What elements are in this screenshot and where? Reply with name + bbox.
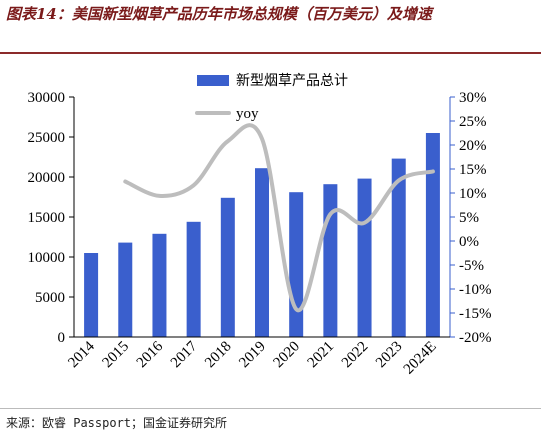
right-tick-label: -20%	[459, 330, 492, 346]
x-tick-label: 2024E	[401, 339, 440, 378]
right-tick-label: -15%	[459, 306, 492, 322]
title-divider	[0, 52, 541, 54]
right-tick-label: 5%	[459, 210, 479, 226]
left-tick-label: 0	[58, 330, 66, 346]
x-tick-label: 2021	[305, 339, 338, 372]
bar	[357, 178, 372, 337]
x-tick-label: 2020	[270, 339, 303, 372]
legend-swatch-bar	[197, 75, 229, 86]
x-tick-label: 2017	[168, 338, 201, 371]
figure-title: 图表14：美国新型烟草产品历年市场总规模（百万美元）及增速	[6, 5, 432, 23]
left-tick-label: 5000	[35, 290, 65, 306]
yoy-line-series	[123, 123, 435, 313]
left-tick-label: 20000	[28, 170, 66, 186]
right-tick-label: 25%	[459, 114, 487, 130]
legend: 新型烟草产品总计 yoy	[195, 73, 348, 122]
x-tick-label: 2022	[339, 339, 372, 372]
bar	[425, 133, 440, 337]
left-y-axis: 0 5000 10000 15000 20000 25000 30000	[28, 90, 75, 346]
bar	[152, 233, 167, 337]
right-y-axis: -20% -15% -10% -5% 0% 5% 10% 15% 20% 25% 30%	[449, 90, 492, 346]
right-tick-label: -10%	[459, 282, 492, 298]
right-tick-label: 30%	[459, 90, 487, 106]
bar	[289, 192, 304, 337]
bar	[118, 242, 133, 337]
legend-label-line: yoy	[236, 106, 259, 122]
x-tick-label: 2018	[202, 339, 235, 372]
source-divider	[0, 408, 541, 409]
left-tick-label: 10000	[28, 250, 66, 266]
right-tick-label: 0%	[459, 234, 479, 250]
x-tick-label: 2014	[65, 338, 98, 371]
bar	[255, 168, 269, 337]
source-note: 来源：欧睿 Passport；国金证券研究所	[6, 416, 228, 430]
yoy-line	[123, 123, 435, 313]
x-tick-label: 2015	[100, 339, 133, 372]
bar	[323, 184, 338, 337]
right-tick-label: 10%	[459, 186, 487, 202]
left-tick-label: 25000	[28, 130, 66, 146]
x-tick-label: 2019	[236, 339, 269, 372]
bar	[84, 253, 99, 337]
bar	[186, 221, 201, 337]
legend-label-bar: 新型烟草产品总计	[236, 73, 348, 89]
left-tick-label: 30000	[28, 90, 66, 106]
bar	[391, 158, 406, 337]
right-tick-label: 20%	[459, 138, 487, 154]
bar-series	[84, 133, 440, 337]
right-tick-label: -5%	[459, 258, 484, 274]
right-tick-label: 15%	[459, 162, 487, 178]
bar	[220, 197, 235, 337]
left-tick-label: 15000	[28, 210, 66, 226]
x-axis: 2014 2015 2016 2017 2018 2019 2020 2021 2022 2023…	[65, 336, 450, 378]
x-tick-label: 2016	[134, 338, 167, 371]
